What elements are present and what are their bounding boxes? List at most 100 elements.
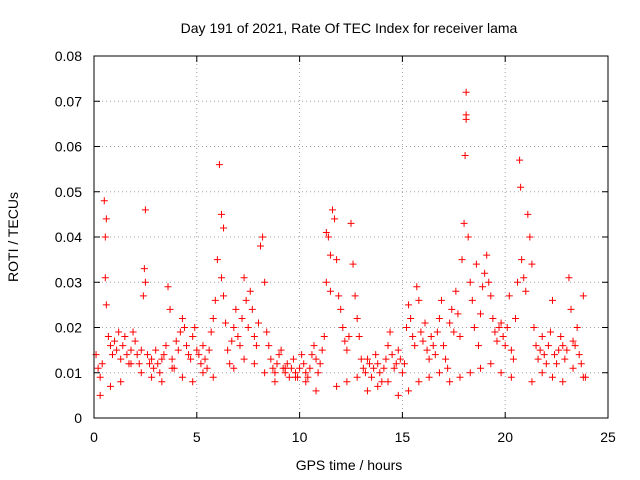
data-point xyxy=(462,88,470,96)
data-point xyxy=(349,260,357,268)
data-point xyxy=(101,274,109,282)
data-point xyxy=(569,364,577,372)
data-point xyxy=(296,364,304,372)
data-point xyxy=(285,373,293,381)
data-point xyxy=(548,373,556,381)
data-point xyxy=(565,274,573,282)
data-point xyxy=(333,382,341,390)
y-tick-label: 0.05 xyxy=(55,184,82,200)
data-point xyxy=(559,342,567,350)
data-point xyxy=(571,342,579,350)
data-point xyxy=(304,373,312,381)
data-point xyxy=(392,360,400,368)
data-point xyxy=(376,369,384,377)
data-point xyxy=(477,310,485,318)
data-point xyxy=(378,378,386,386)
data-point xyxy=(388,351,396,359)
y-tick-label: 0.07 xyxy=(55,93,82,109)
data-point xyxy=(250,360,258,368)
data-point xyxy=(316,360,324,368)
data-point xyxy=(308,351,316,359)
data-point xyxy=(287,364,295,372)
data-point xyxy=(261,278,269,286)
data-point xyxy=(394,346,402,354)
data-point xyxy=(411,342,419,350)
data-point xyxy=(240,274,248,282)
data-point xyxy=(183,342,191,350)
data-point xyxy=(548,296,556,304)
data-point xyxy=(448,305,456,313)
data-point xyxy=(491,328,499,336)
data-point xyxy=(409,333,417,341)
data-point xyxy=(359,364,367,372)
data-point xyxy=(135,360,143,368)
data-point xyxy=(446,378,454,386)
data-point xyxy=(234,333,242,341)
y-tick-label: 0 xyxy=(74,410,82,426)
data-point xyxy=(374,382,382,390)
data-point xyxy=(166,305,174,313)
data-point xyxy=(254,319,262,327)
data-point xyxy=(361,369,369,377)
data-point xyxy=(312,355,320,363)
data-point xyxy=(191,324,199,331)
y-tick-label: 0.02 xyxy=(55,320,82,336)
data-point xyxy=(413,283,421,291)
data-point xyxy=(283,360,291,368)
data-point xyxy=(117,355,125,363)
data-point xyxy=(102,301,110,309)
data-point xyxy=(477,364,485,372)
data-point xyxy=(355,333,363,341)
data-point xyxy=(102,215,110,223)
data-point xyxy=(444,364,452,372)
data-point xyxy=(561,355,569,363)
data-point xyxy=(335,292,343,300)
data-point xyxy=(310,342,318,350)
y-tick-label: 0.06 xyxy=(55,139,82,155)
data-point xyxy=(217,274,225,282)
data-point xyxy=(472,260,480,268)
data-point xyxy=(141,206,149,214)
data-point xyxy=(152,346,160,354)
data-point xyxy=(454,310,462,318)
data-point xyxy=(326,287,334,295)
data-point xyxy=(209,314,217,322)
data-point xyxy=(433,328,441,336)
data-point xyxy=(382,355,390,363)
data-point xyxy=(156,369,164,377)
data-point xyxy=(511,314,519,322)
data-point xyxy=(501,342,509,350)
data-point xyxy=(113,346,121,354)
data-point xyxy=(390,364,398,372)
data-point xyxy=(121,333,129,341)
data-point xyxy=(143,351,151,359)
data-point xyxy=(370,364,378,372)
data-point xyxy=(456,333,464,341)
data-point xyxy=(479,283,487,291)
data-point xyxy=(119,342,127,350)
data-point xyxy=(140,265,148,273)
data-point xyxy=(289,355,297,363)
data-point xyxy=(499,333,507,341)
data-point xyxy=(536,346,544,354)
data-point xyxy=(232,305,240,313)
x-tick-label: 5 xyxy=(193,429,201,445)
data-point xyxy=(271,369,279,377)
data-point xyxy=(474,342,482,350)
data-point xyxy=(544,342,552,350)
data-point xyxy=(372,351,380,359)
data-point xyxy=(497,369,505,377)
data-point xyxy=(252,342,260,350)
data-point xyxy=(435,314,443,322)
data-point xyxy=(291,373,299,381)
data-point xyxy=(318,346,326,354)
axis-ticks: 0 5 10 15 20 25 0 0.01 0.02 0.03 0.04 0.05 0.06 0.07 0… xyxy=(55,48,616,445)
data-point xyxy=(425,373,433,381)
data-point xyxy=(353,373,361,381)
data-point xyxy=(168,355,176,363)
data-point xyxy=(106,382,114,390)
data-point xyxy=(226,360,234,368)
data-point xyxy=(201,355,209,363)
data-point xyxy=(427,333,435,341)
data-point xyxy=(421,319,429,327)
